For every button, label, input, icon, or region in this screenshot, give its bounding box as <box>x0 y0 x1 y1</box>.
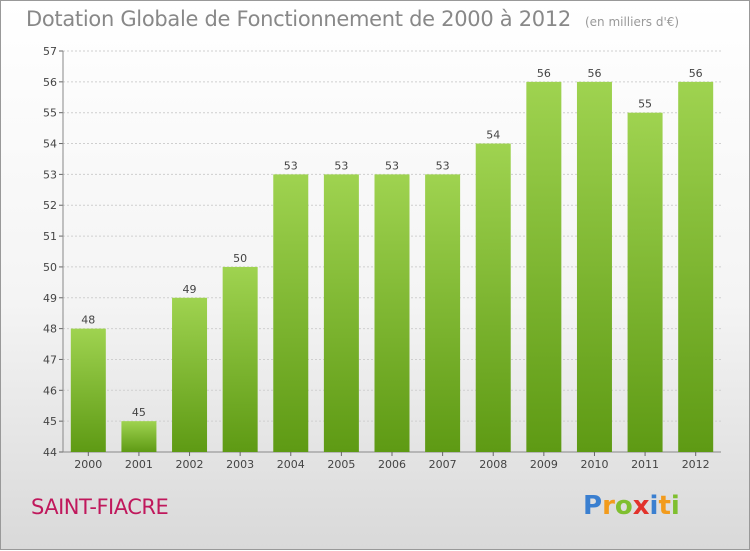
chart-title-text: Dotation Globale de Fonctionnement de 20… <box>26 7 571 31</box>
bar <box>576 81 612 452</box>
data-label: 53 <box>436 159 450 172</box>
y-tick-label: 56 <box>43 76 57 89</box>
y-tick-label: 55 <box>43 107 57 120</box>
data-label: 48 <box>81 314 95 327</box>
chart-title: Dotation Globale de Fonctionnement de 20… <box>26 7 679 31</box>
data-label: 54 <box>486 129 500 142</box>
bar <box>678 81 714 452</box>
bar <box>526 81 562 452</box>
x-tick-label: 2007 <box>429 458 457 471</box>
bar <box>222 266 258 452</box>
y-tick-label: 50 <box>43 261 57 274</box>
x-tick-label: 2005 <box>327 458 355 471</box>
x-tick-label: 2010 <box>580 458 608 471</box>
y-tick-label: 51 <box>43 230 57 243</box>
x-tick-labels: 2000 2001 2002 2003 2004 2005 2006 2007 2008 2009… <box>74 458 709 471</box>
x-tick-label: 2002 <box>176 458 204 471</box>
data-label: 53 <box>334 159 348 172</box>
x-tick-label: 2009 <box>530 458 558 471</box>
data-label: 56 <box>537 67 551 80</box>
x-tick-label: 2008 <box>479 458 507 471</box>
proxiti-logo: Proxiti <box>583 491 680 521</box>
y-tick-label: 44 <box>43 446 57 459</box>
y-tick-label: 48 <box>43 323 57 336</box>
commune-name: SAINT-FIACRE <box>31 495 169 519</box>
x-tick-label: 2012 <box>682 458 710 471</box>
x-tick-label: 2001 <box>125 458 153 471</box>
data-label: 45 <box>132 406 146 419</box>
logo-letter: r <box>602 491 615 521</box>
bar <box>70 328 106 452</box>
logo-letter: t <box>658 491 671 521</box>
x-tick-label: 2003 <box>226 458 254 471</box>
x-tick-label: 2000 <box>74 458 102 471</box>
data-label: 53 <box>385 159 399 172</box>
logo-letter: o <box>614 491 633 521</box>
data-labels: 48 45 49 50 53 53 53 53 54 56 56 55 56 <box>81 67 702 419</box>
x-tick-label: 2006 <box>378 458 406 471</box>
y-tick-label: 45 <box>43 415 57 428</box>
chart-subtitle: (en milliers d'€) <box>584 15 680 29</box>
bar <box>121 421 157 452</box>
y-tick-label: 52 <box>43 199 57 212</box>
y-tick-label: 54 <box>43 138 57 151</box>
bar <box>273 174 309 452</box>
bars <box>70 81 714 453</box>
y-tick-label: 57 <box>43 45 57 58</box>
data-label: 56 <box>689 67 703 80</box>
y-tick-label: 47 <box>43 353 57 366</box>
data-label: 56 <box>587 67 601 80</box>
x-tick-label: 2004 <box>277 458 305 471</box>
logo-letter: x <box>632 491 650 521</box>
logo-letter: P <box>583 491 603 521</box>
logo-letter: i <box>649 491 659 521</box>
x-tick-label: 2011 <box>631 458 659 471</box>
bar <box>627 112 663 452</box>
y-tick-label: 53 <box>43 168 57 181</box>
data-label: 50 <box>233 252 247 265</box>
logo-letter: i <box>670 491 680 521</box>
y-tick-label: 46 <box>43 384 57 397</box>
bar <box>172 297 208 452</box>
y-tick-label: 49 <box>43 292 57 305</box>
bar <box>323 174 359 452</box>
data-label: 53 <box>284 159 298 172</box>
bar <box>475 143 511 453</box>
data-label: 55 <box>638 98 652 111</box>
data-label: 49 <box>183 283 197 296</box>
bar <box>425 174 461 452</box>
bar <box>374 174 410 452</box>
y-tick-labels: 44 45 46 47 48 49 50 51 52 53 54 55 56 57 <box>43 45 57 459</box>
